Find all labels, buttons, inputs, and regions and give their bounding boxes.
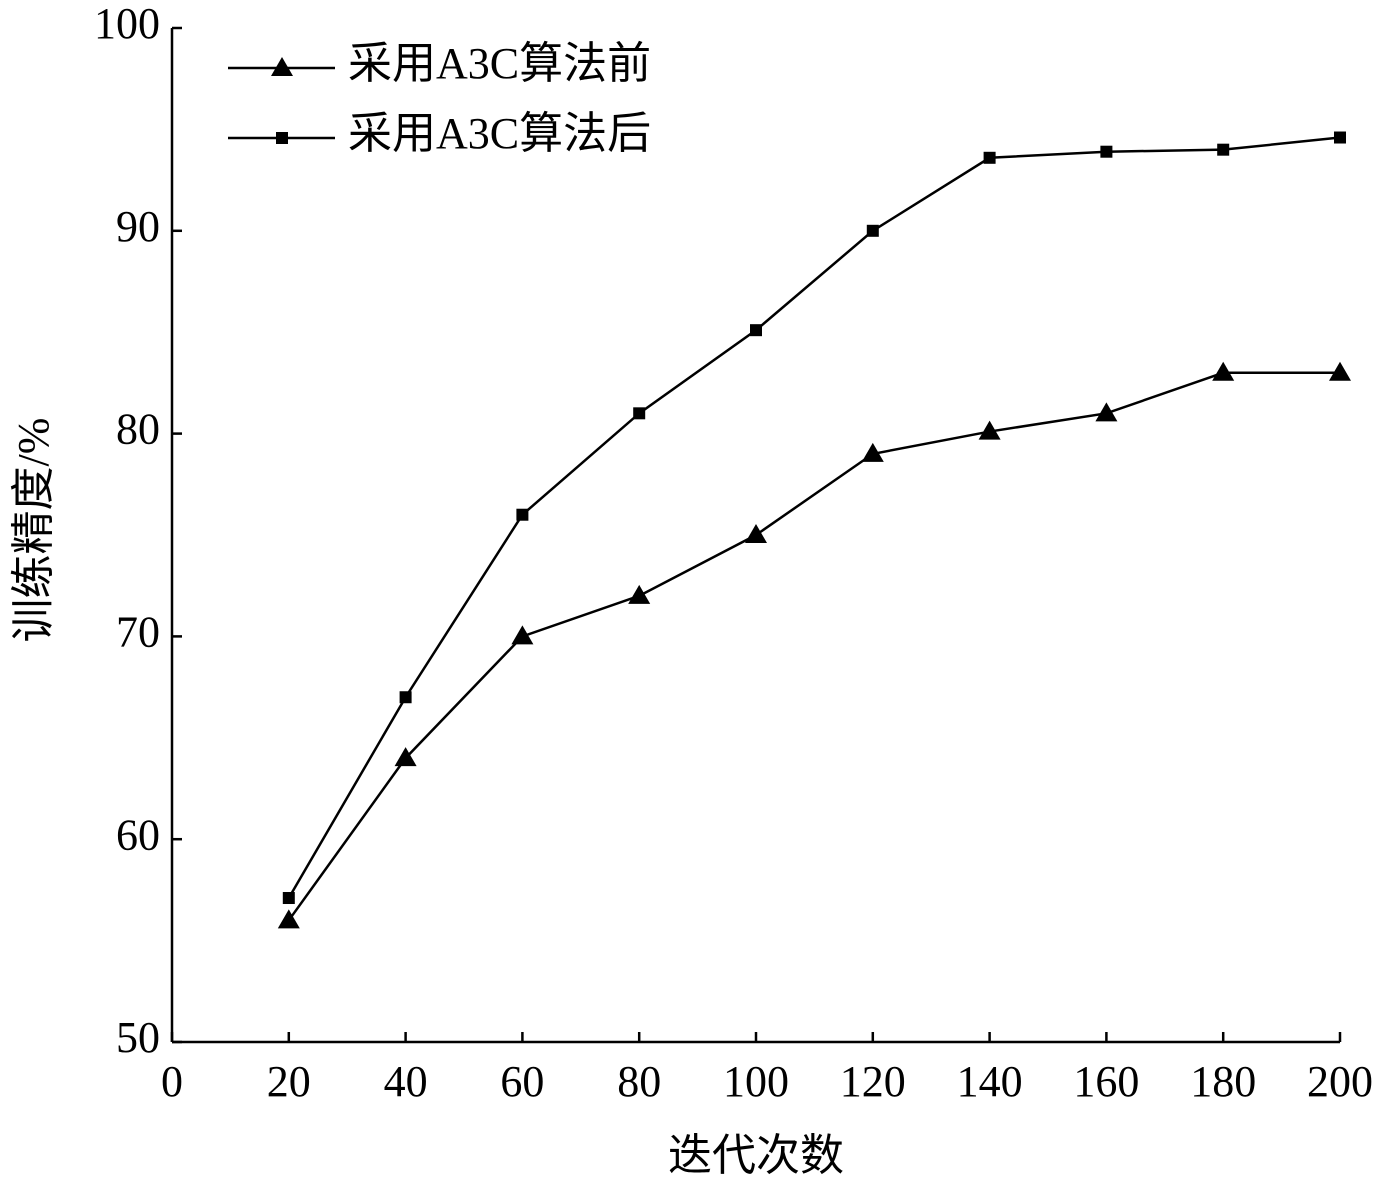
marker: [1217, 143, 1230, 156]
marker: [511, 625, 534, 645]
y-tick-label: 60: [116, 810, 160, 859]
x-tick-label: 60: [500, 1057, 544, 1106]
x-tick-label: 180: [1190, 1057, 1256, 1106]
x-axis-label: 迭代次数: [668, 1131, 844, 1180]
marker: [1334, 131, 1346, 144]
marker: [978, 420, 1001, 440]
x-tick-label: 200: [1307, 1057, 1373, 1106]
marker: [861, 442, 884, 462]
x-tick-label: 100: [723, 1057, 789, 1106]
marker: [1329, 361, 1351, 381]
legend-marker: [271, 57, 293, 76]
marker: [866, 224, 879, 237]
x-tick-label: 160: [1073, 1057, 1139, 1106]
y-tick-label: 70: [116, 607, 160, 656]
marker: [277, 909, 300, 929]
legend-label: 采用A3C算法后: [348, 109, 651, 158]
x-tick-label: 140: [957, 1057, 1023, 1106]
x-tick-label: 20: [267, 1057, 311, 1106]
y-axis-label: 训练精度/%: [9, 418, 58, 643]
marker: [633, 407, 646, 420]
x-tick-label: 40: [384, 1057, 428, 1106]
x-tick-label: 120: [840, 1057, 906, 1106]
y-tick-label: 100: [94, 0, 160, 48]
y-tick-label: 50: [116, 1013, 160, 1062]
x-tick-label: 0: [161, 1057, 183, 1106]
marker: [516, 508, 529, 521]
x-tick-label: 80: [617, 1057, 661, 1106]
marker: [1100, 145, 1113, 158]
marker: [983, 151, 996, 164]
marker: [282, 892, 295, 905]
marker: [1095, 402, 1118, 422]
marker: [750, 324, 762, 337]
marker: [394, 747, 417, 767]
series-line: [287, 371, 1340, 922]
y-tick-label: 80: [116, 405, 160, 454]
marker: [399, 691, 412, 704]
legend-marker: [276, 132, 288, 144]
marker: [745, 524, 767, 543]
marker: [628, 584, 651, 604]
y-tick-label: 90: [116, 202, 160, 251]
legend-label: 采用A3C算法前: [348, 39, 651, 88]
series-line: [287, 136, 1341, 899]
marker: [1212, 361, 1235, 381]
